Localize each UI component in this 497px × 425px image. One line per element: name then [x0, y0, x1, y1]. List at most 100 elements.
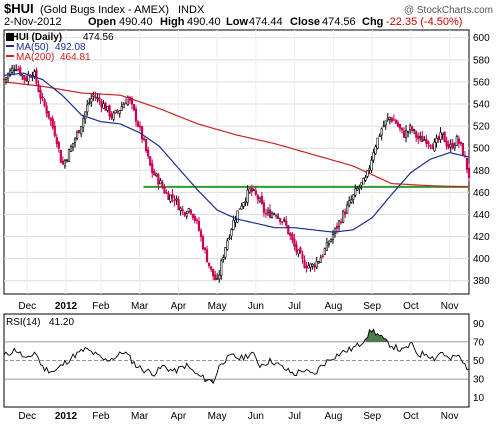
open-value: 490.40 — [119, 16, 153, 28]
price-tick-label: 400 — [473, 254, 490, 265]
candle-body — [163, 187, 166, 194]
candle-body — [37, 83, 40, 92]
candle-body — [45, 105, 48, 114]
candle-body — [124, 102, 127, 105]
candle-body — [439, 132, 442, 140]
candle-body — [199, 230, 203, 238]
candle-body — [228, 237, 231, 240]
candle-body — [100, 101, 103, 108]
candle-body — [106, 106, 109, 111]
candle-body — [195, 219, 199, 221]
rsi-grid — [4, 341, 469, 380]
candle-body — [84, 111, 87, 120]
rsi-line — [3, 328, 470, 385]
candle-body — [230, 229, 233, 237]
candle-body — [6, 73, 10, 79]
close-value: 474.56 — [322, 16, 356, 28]
candle-body — [122, 103, 125, 109]
x-tick-label: Jun — [248, 301, 264, 312]
candle-body — [376, 137, 379, 149]
candle-body — [238, 208, 241, 210]
candle-body — [96, 97, 99, 99]
ma50-series — [3, 72, 470, 233]
candle-body — [65, 159, 69, 162]
candle-body — [232, 219, 235, 231]
candle-body — [110, 113, 113, 119]
x-tick-label: Mar — [131, 301, 149, 312]
candle-body — [149, 156, 152, 166]
ma200-line — [3, 81, 470, 188]
candle-body — [272, 213, 276, 215]
candle-body — [27, 75, 30, 82]
candle-body — [53, 125, 56, 137]
price-legend-label: $HUI (Daily) — [6, 32, 62, 43]
candle-body — [134, 108, 138, 122]
candle-body — [295, 244, 298, 252]
candle-body — [283, 219, 286, 221]
candle-body — [246, 189, 249, 203]
candle-body — [270, 212, 274, 219]
price-x-axis: Dec 2012 Feb Mar Apr May Jun Jul Aug Sep Oct Nov — [18, 301, 458, 312]
candle-body — [415, 131, 418, 138]
candle-body — [319, 257, 322, 263]
candle-body — [2, 79, 6, 81]
x-tick-label: Apr — [171, 301, 187, 312]
candle-body — [177, 199, 180, 211]
candle-body — [63, 160, 67, 167]
candle-body — [147, 149, 150, 157]
candle-body — [453, 145, 456, 149]
candle-body — [61, 160, 64, 165]
low-label: Low — [226, 16, 248, 28]
candle-body — [455, 136, 458, 146]
candle-body — [457, 138, 460, 144]
candle-body — [287, 225, 290, 235]
candle-body — [132, 104, 136, 111]
rsi-tick-label: 30 — [473, 375, 485, 386]
candle-body — [203, 247, 207, 251]
candle-body — [71, 143, 75, 148]
candle-body — [138, 125, 142, 128]
rsi-legend-value: 41.20 — [49, 317, 74, 328]
candle-body — [167, 193, 170, 201]
candle-body — [368, 167, 371, 171]
candle-body — [240, 205, 243, 210]
rsi-tick-label: 50 — [473, 356, 485, 367]
candle-body — [451, 142, 454, 149]
candle-body — [299, 247, 302, 254]
candle-body — [277, 216, 280, 219]
candle-body — [380, 128, 383, 136]
candle-body — [210, 266, 213, 270]
candle-body — [331, 234, 335, 241]
candle-body — [17, 69, 20, 71]
candle-body — [181, 209, 184, 212]
candle-body — [49, 117, 52, 121]
candle-body — [342, 210, 345, 223]
x-tick-label: Oct — [403, 301, 419, 312]
candle-body — [333, 227, 337, 235]
candle-body — [118, 110, 121, 114]
candle-body — [220, 260, 223, 276]
candle-body — [224, 247, 227, 258]
candle-body — [159, 180, 162, 185]
candle-body — [262, 202, 266, 213]
candle-body — [88, 102, 91, 104]
candle-body — [339, 221, 343, 223]
candle-body — [443, 131, 446, 143]
candle-body — [169, 194, 172, 202]
x-tick-label: Jun — [248, 411, 264, 422]
candle-body — [260, 195, 263, 204]
candle-body — [207, 262, 211, 267]
chg-label: Chg — [362, 16, 383, 28]
candle-body — [425, 139, 428, 145]
x-tick-label: Sep — [363, 301, 381, 312]
candle-body — [165, 191, 168, 194]
candle-body — [185, 213, 188, 217]
candle-body — [445, 140, 448, 147]
candle-body — [344, 211, 347, 215]
price-tick-label: 480 — [473, 166, 490, 177]
x-tick-label: Aug — [324, 301, 342, 312]
candle-body — [274, 214, 278, 217]
candle-body — [406, 131, 410, 133]
candle-body — [25, 77, 28, 82]
candle-body — [327, 243, 330, 245]
